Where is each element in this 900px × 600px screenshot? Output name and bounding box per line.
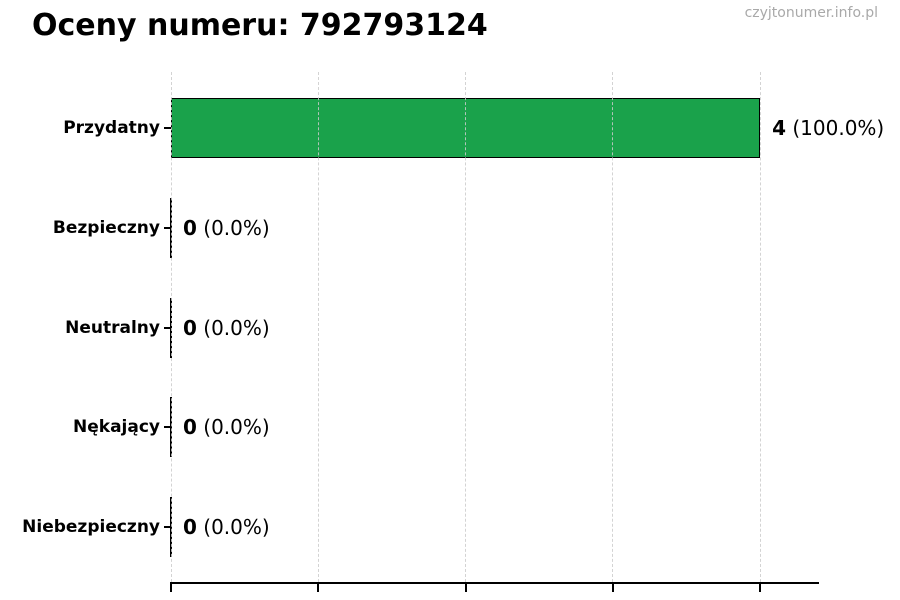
category-label-1: Bezpieczny — [52, 217, 160, 238]
gridline-x-2 — [465, 72, 467, 582]
value-percent-0: (100.0%) — [792, 116, 885, 140]
value-label-4: 0 (0.0%) — [183, 514, 270, 540]
chart-title: Oceny numeru: 792793124 — [32, 8, 488, 43]
x-axis-tick-0 — [170, 582, 172, 592]
category-label-4: Niebezpieczny — [22, 517, 160, 537]
x-axis-tick-1 — [317, 582, 320, 592]
gridline-x-0 — [170, 72, 172, 582]
category-label-0: Przydatny — [63, 118, 160, 138]
value-count-4: 0 — [183, 515, 197, 539]
x-axis-tick-4 — [759, 582, 762, 592]
category-label-2: Neutralny — [65, 317, 160, 338]
value-label-1: 0 (0.0%) — [183, 215, 270, 241]
gridline-x-3 — [612, 72, 614, 582]
gridline-x-1 — [317, 72, 319, 582]
value-percent-2: (0.0%) — [203, 315, 270, 340]
value-label-0: 4 (100.0%) — [772, 115, 884, 141]
value-count-1: 0 — [183, 215, 197, 240]
category-label-3: Nękający — [73, 417, 160, 438]
value-count-0: 4 — [772, 116, 786, 140]
value-percent-3: (0.0%) — [203, 415, 270, 440]
value-count-3: 0 — [183, 415, 197, 440]
y-axis-tick-2 — [164, 326, 171, 329]
y-axis-tick-0 — [164, 127, 171, 129]
gridline-x-4 — [759, 72, 761, 582]
plot-area — [164, 72, 819, 592]
value-percent-1: (0.0%) — [203, 215, 270, 240]
value-label-3: 0 (0.0%) — [183, 414, 270, 440]
y-axis-tick-1 — [164, 226, 171, 229]
watermark-text: czyjtonumer.info.pl — [744, 5, 878, 21]
y-axis-tick-4 — [164, 526, 171, 528]
y-axis-tick-3 — [164, 426, 171, 429]
value-percent-4: (0.0%) — [203, 515, 270, 539]
x-axis-tick-2 — [464, 582, 467, 592]
value-label-2: 0 (0.0%) — [183, 315, 270, 341]
value-count-2: 0 — [183, 315, 197, 340]
x-axis-tick-3 — [611, 582, 614, 592]
